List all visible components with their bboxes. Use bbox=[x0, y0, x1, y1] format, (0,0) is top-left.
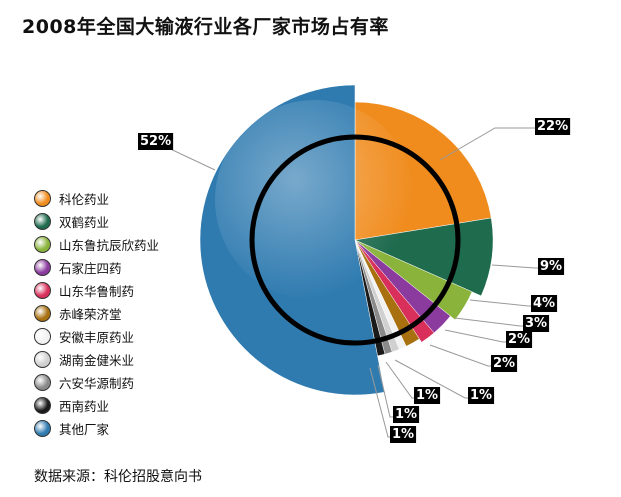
data-label-box bbox=[535, 118, 571, 135]
legend-label: 科伦药业 bbox=[59, 192, 110, 207]
legend-swatch bbox=[34, 190, 51, 207]
data-label-box bbox=[538, 258, 565, 275]
legend-item: 赤峰荣济堂 bbox=[34, 302, 159, 325]
data-label: 1% bbox=[470, 388, 492, 403]
chart-title: 2008年全国大输液行业各厂家市场占有率 bbox=[22, 16, 389, 38]
data-label-box bbox=[506, 331, 533, 348]
legend-label: 双鹤药业 bbox=[59, 215, 110, 230]
legend-item: 科伦药业 bbox=[34, 187, 159, 210]
data-label-box bbox=[523, 315, 550, 332]
data-label-box bbox=[138, 133, 174, 150]
data-label: 2% bbox=[508, 332, 530, 347]
data-label: 1% bbox=[392, 427, 414, 442]
source-note: 数据来源：科伦招股意向书 bbox=[34, 469, 202, 485]
data-label: 2% bbox=[493, 356, 515, 371]
legend-swatch bbox=[34, 282, 51, 299]
legend-item: 山东鲁抗辰欣药业 bbox=[34, 233, 159, 256]
legend-item: 湖南金健米业 bbox=[34, 348, 159, 371]
legend-item: 西南药业 bbox=[34, 394, 159, 417]
legend-label: 湖南金健米业 bbox=[59, 353, 135, 368]
data-label: 4% bbox=[533, 296, 555, 311]
legend-swatch bbox=[34, 305, 51, 322]
legend-item: 石家庄四药 bbox=[34, 256, 159, 279]
legend-swatch bbox=[34, 374, 51, 391]
data-label-box bbox=[414, 387, 441, 404]
data-label-box bbox=[393, 406, 420, 423]
data-label-box bbox=[531, 295, 558, 312]
legend-label: 安徽丰原药业 bbox=[59, 330, 135, 345]
legend-swatch bbox=[34, 236, 51, 253]
data-label: 1% bbox=[416, 388, 438, 403]
data-label-box bbox=[468, 387, 495, 404]
legend-swatch bbox=[34, 328, 51, 345]
legend: 科伦药业双鹤药业山东鲁抗辰欣药业 石家庄四药山东华鲁制药 赤峰荣济堂安徽丰原药业 湖南… bbox=[34, 187, 159, 440]
legend-item: 六安华源制药 bbox=[34, 371, 159, 394]
legend-item: 山东华鲁制药 bbox=[34, 279, 159, 302]
data-label: 52% bbox=[140, 134, 171, 149]
legend-item: 双鹤药业 bbox=[34, 210, 159, 233]
pie-highlight bbox=[215, 100, 415, 300]
data-label: 9% bbox=[540, 259, 562, 274]
legend-swatch bbox=[34, 420, 51, 437]
data-label-box bbox=[491, 355, 518, 372]
legend-swatch bbox=[34, 259, 51, 276]
legend-swatch bbox=[34, 397, 51, 414]
data-label: 3% bbox=[525, 316, 547, 331]
legend-label: 西南药业 bbox=[59, 399, 110, 414]
legend-label: 六安华源制药 bbox=[59, 376, 135, 391]
legend-item: 安徽丰原药业 bbox=[34, 325, 159, 348]
legend-label: 赤峰荣济堂 bbox=[59, 307, 122, 322]
legend-swatch bbox=[34, 213, 51, 230]
legend-label: 山东华鲁制药 bbox=[59, 284, 135, 299]
legend-label: 石家庄四药 bbox=[59, 261, 122, 276]
legend-label: 其他厂家 bbox=[59, 422, 110, 437]
legend-label: 山东鲁抗辰欣药业 bbox=[59, 238, 160, 253]
data-label: 1% bbox=[395, 407, 417, 422]
data-label-box bbox=[390, 426, 417, 443]
data-label: 22% bbox=[537, 119, 568, 134]
pie-ring bbox=[249, 134, 461, 346]
legend-item: 其他厂家 bbox=[34, 417, 159, 440]
legend-swatch bbox=[34, 351, 51, 368]
